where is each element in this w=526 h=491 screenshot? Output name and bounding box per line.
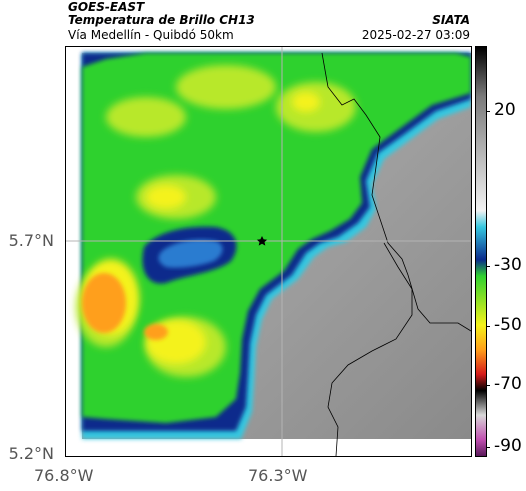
colorbar-tick-label: -30: [494, 255, 522, 275]
border-line: [321, 52, 471, 332]
agency-label: SIATA: [432, 13, 470, 27]
lon-tick-label: 76.8°W: [34, 466, 94, 485]
colorbar-tick: [486, 326, 490, 327]
colorbar-gradient: [476, 47, 486, 456]
colorbar-tick: [486, 447, 490, 448]
colorbar-tick: [486, 111, 490, 112]
lat-tick-label: 5.2°N: [8, 444, 54, 463]
colorbar-tick: [486, 385, 490, 386]
region-subtitle: Vía Medellín - Quibdó 50km: [68, 28, 234, 42]
timestamp-label: 2025-02-27 03:09: [361, 28, 470, 42]
colorbar-tick-label: -50: [494, 315, 522, 335]
colorbar: [475, 46, 487, 457]
cloud-warm-hole-inner: [158, 239, 223, 268]
colorbar-tick-label: -90: [494, 436, 522, 456]
colorbar-tick-label: -70: [494, 374, 522, 394]
colorbar-tick-label: 20: [494, 100, 516, 120]
brightness-temperature-field: [66, 47, 471, 456]
star-icon: [256, 236, 268, 246]
colorbar-tick: [486, 266, 490, 267]
cloud-orange-core: [82, 273, 168, 340]
satellite-map[interactable]: [65, 46, 472, 457]
river-line: [327, 242, 413, 456]
lat-tick-label: 5.7°N: [8, 231, 54, 250]
product-title: Temperatura de Brillo CH13: [68, 13, 255, 27]
satellite-title: GOES-EAST: [68, 0, 145, 14]
lon-tick-label: 76.3°W: [248, 466, 308, 485]
